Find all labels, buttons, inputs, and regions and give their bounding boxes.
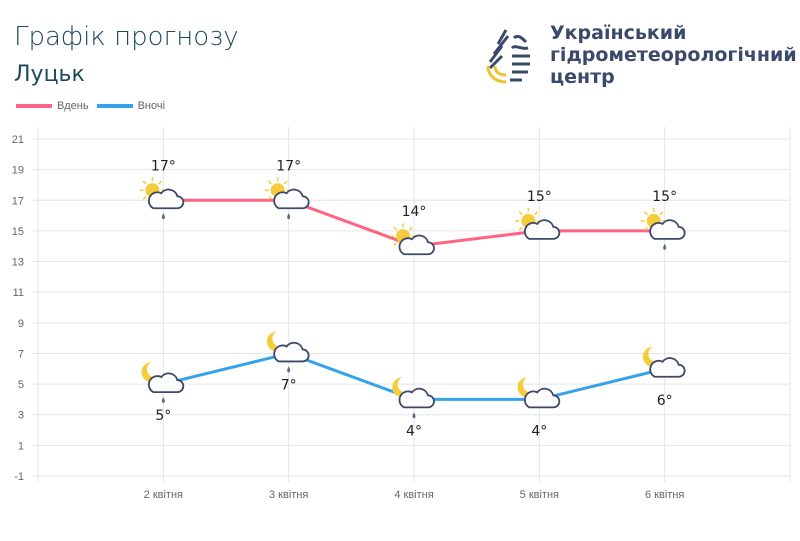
- cloud: [147, 188, 185, 210]
- data-label: 17°: [276, 158, 301, 174]
- sun-ray: [643, 226, 648, 231]
- cloud: [398, 234, 435, 256]
- y-tick-label: 17: [12, 195, 24, 207]
- cloud: [649, 219, 686, 240]
- rain-drop: [663, 243, 667, 250]
- sun-ray: [408, 226, 413, 231]
- org-line-1: Український: [550, 22, 687, 44]
- data-label: 5°: [155, 408, 171, 424]
- y-tick-label: 3: [18, 410, 24, 422]
- x-tick-label: 4 квітня: [394, 489, 433, 501]
- x-tick-label: 6 квітня: [645, 489, 684, 501]
- sun-ray: [643, 211, 648, 216]
- sun-ray: [518, 211, 523, 216]
- cloud: [147, 372, 185, 393]
- page-title: Графік прогнозу: [14, 22, 239, 52]
- moon-cloud-icon: [517, 377, 561, 409]
- moon-cloud-rain-icon: [266, 331, 310, 373]
- cloud: [649, 357, 686, 378]
- sun-ray: [659, 211, 664, 216]
- cloud: [523, 219, 561, 240]
- cloud: [398, 387, 435, 409]
- y-tick-label: 5: [18, 379, 24, 391]
- sun-ray: [267, 180, 272, 185]
- y-tick-label: 13: [12, 257, 24, 269]
- sun-ray: [393, 242, 398, 246]
- legend-day-swatch[interactable]: [16, 104, 52, 108]
- y-tick-label: 9: [18, 318, 24, 330]
- data-label: 15°: [527, 189, 552, 205]
- x-tick-label: 5 квітня: [520, 489, 559, 501]
- data-label: 7°: [281, 377, 297, 393]
- org-line-2: гідрометеорологічний: [550, 44, 797, 66]
- data-label: 6°: [657, 393, 673, 409]
- data-label: 14°: [402, 204, 427, 220]
- legend-day-label[interactable]: Вдень: [57, 100, 89, 112]
- sun-cloud-rain-icon: [264, 177, 310, 220]
- legend-night-label[interactable]: Вночі: [137, 100, 166, 112]
- sun-ray: [267, 196, 272, 200]
- data-label: 4°: [406, 423, 422, 439]
- y-tick-label: 7: [18, 348, 24, 360]
- sun-ray: [158, 180, 163, 185]
- legend: Вдень Вночі: [16, 100, 173, 112]
- y-tick-label: 15: [12, 226, 24, 238]
- rain-drop: [161, 397, 165, 404]
- x-tick-label: 3 квітня: [269, 489, 308, 501]
- rain-drop: [287, 366, 291, 373]
- y-tick-label: 21: [12, 134, 24, 146]
- cloud: [273, 188, 310, 210]
- y-tick-label: 1: [18, 440, 24, 452]
- cloud: [273, 341, 310, 363]
- y-tick-label: 19: [12, 165, 24, 177]
- moon-cloud-icon: [642, 346, 686, 378]
- data-label: 17°: [151, 158, 176, 174]
- cloud: [523, 387, 561, 409]
- moon-cloud-rain-icon: [141, 362, 185, 404]
- org-name: Український гідрометеорологічний центр: [550, 22, 797, 88]
- sun-ray: [518, 226, 523, 231]
- y-tick-label: -1: [14, 471, 24, 483]
- data-label: 4°: [531, 423, 547, 439]
- x-tick-label: 2 квітня: [144, 489, 183, 501]
- sun-ray: [534, 211, 539, 216]
- moon-cloud-rain-icon: [392, 377, 435, 419]
- sun-ray: [393, 226, 398, 231]
- hydromet-logo-icon: [486, 29, 530, 84]
- org-line-3: центр: [550, 66, 615, 88]
- sun-cloud-icon: [515, 207, 561, 240]
- sun-cloud-rain-icon: [640, 207, 686, 250]
- rain-drop: [287, 213, 291, 220]
- sun-ray: [142, 196, 147, 200]
- city-name: Луцьк: [14, 62, 85, 87]
- sun-cloud-rain-icon: [139, 177, 185, 220]
- data-label: 15°: [652, 189, 677, 205]
- sun-ray: [283, 180, 288, 185]
- legend-night-swatch[interactable]: [96, 104, 133, 108]
- rain-drop: [412, 412, 416, 419]
- sun-ray: [142, 180, 147, 185]
- sun-cloud-icon: [390, 223, 435, 256]
- rain-drop: [161, 213, 165, 220]
- y-tick-label: 11: [13, 287, 24, 299]
